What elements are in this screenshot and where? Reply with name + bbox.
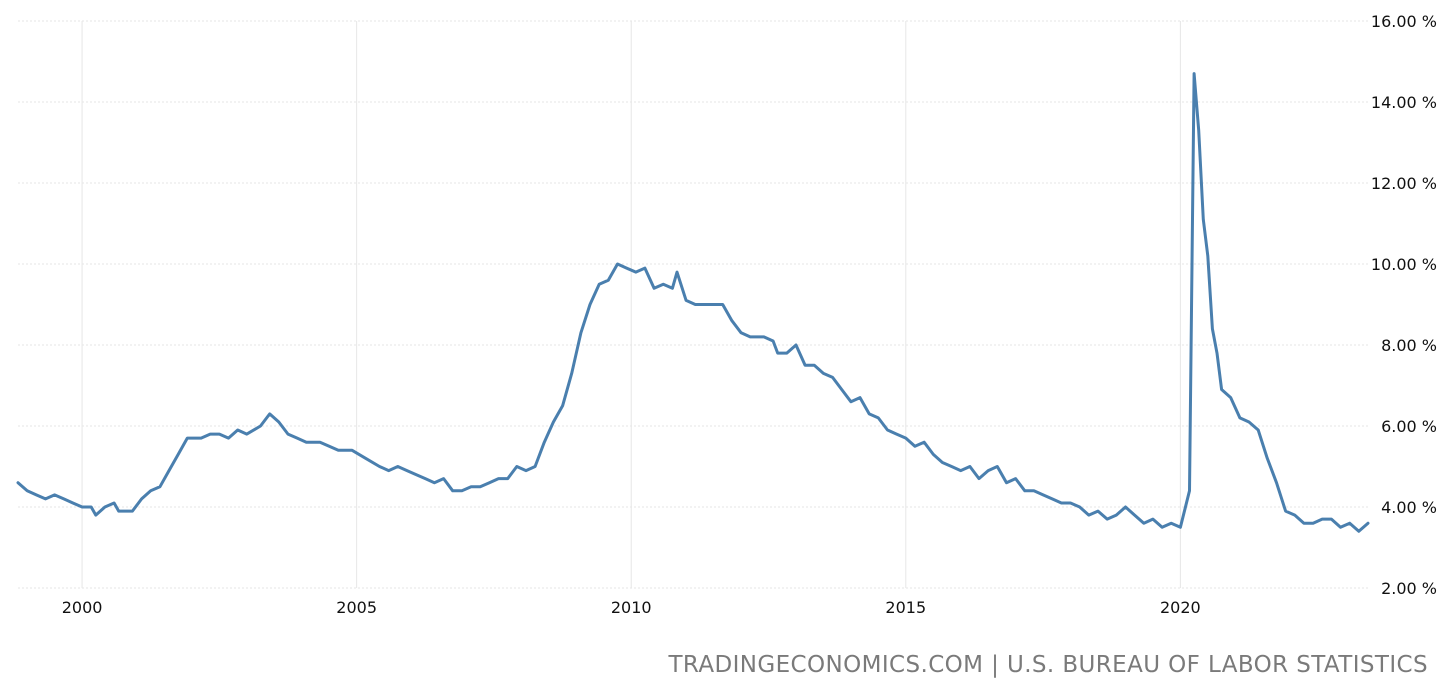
y-tick-label: 12.00 %: [1371, 174, 1437, 193]
x-axis-tick-labels: 2000 2005 2010 2015 2020: [62, 598, 1201, 617]
gridlines: [18, 20, 1368, 589]
unemployment-rate-line: [16, 72, 1370, 533]
x-tick-label: 2005: [336, 598, 377, 617]
y-tick-label: 6.00 %: [1381, 417, 1437, 436]
x-tick-label: 2020: [1160, 598, 1201, 617]
y-axis-tick-labels: 2.00 % 4.00 % 6.00 % 8.00 % 10.00 % 12.00 % 14…: [1371, 12, 1437, 598]
y-tick-label: 2.00 %: [1381, 579, 1437, 598]
y-tick-label: 10.00 %: [1371, 255, 1437, 274]
y-tick-label: 4.00 %: [1381, 498, 1437, 517]
y-tick-label: 14.00 %: [1371, 93, 1437, 112]
source-attribution: TRADINGECONOMICS.COM | U.S. BUREAU OF LA…: [668, 652, 1428, 678]
x-tick-label: 2000: [62, 598, 103, 617]
x-tick-label: 2010: [611, 598, 652, 617]
y-tick-label: 8.00 %: [1381, 336, 1437, 355]
unemployment-rate-chart: 2.00 % 4.00 % 6.00 % 8.00 % 10.00 % 12.00 % 14…: [16, 12, 1437, 617]
y-tick-label: 16.00 %: [1371, 12, 1437, 31]
x-tick-label: 2015: [885, 598, 926, 617]
series-layer: [16, 72, 1370, 533]
